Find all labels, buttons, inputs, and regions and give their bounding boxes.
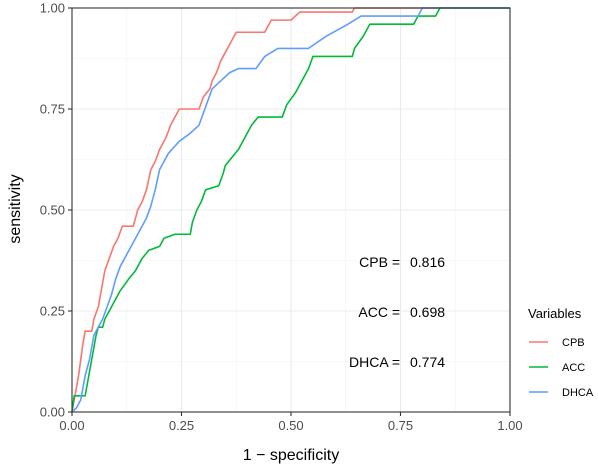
y-axis-ticks: 0.00 0.25 0.50 0.75 1.00 xyxy=(40,1,72,420)
legend-items: CPB ACC DHCA xyxy=(529,337,594,399)
annotation-cpb-value: 0.816 xyxy=(410,254,445,270)
y-tick-label: 0.25 xyxy=(40,304,65,319)
annotation-dhca-label: DHCA = xyxy=(349,354,400,370)
x-axis-title: 1 − specificity xyxy=(243,447,339,464)
legend-label-cpb: CPB xyxy=(562,337,585,349)
x-tick-label: 1.00 xyxy=(497,418,522,433)
x-tick-label: 0.75 xyxy=(388,418,413,433)
legend: Variables CPB ACC DHCA xyxy=(528,306,594,399)
annotation-acc-value: 0.698 xyxy=(410,304,445,320)
legend-title: Variables xyxy=(528,306,582,321)
y-tick-label: 0.00 xyxy=(40,405,65,420)
y-tick-label: 0.75 xyxy=(40,102,65,117)
x-tick-label: 0.50 xyxy=(278,418,303,433)
annotation-acc-label: ACC = xyxy=(358,304,400,320)
y-tick-label: 0.50 xyxy=(40,203,65,218)
annotation-cpb-label: CPB = xyxy=(359,254,400,270)
y-axis-title: sensitivity xyxy=(7,174,24,243)
series-line-dhca xyxy=(71,7,510,413)
auc-annotations: CPB = 0.816 ACC = 0.698 DHCA = 0.774 xyxy=(349,254,445,370)
series-line-cpb xyxy=(71,7,510,413)
legend-label-dhca: DHCA xyxy=(562,387,594,399)
series-lines xyxy=(71,7,510,413)
x-tick-label: 0.25 xyxy=(169,418,194,433)
x-tick-label: 0.00 xyxy=(59,418,84,433)
annotation-dhca-value: 0.774 xyxy=(410,354,445,370)
legend-label-acc: ACC xyxy=(562,362,585,374)
y-tick-label: 1.00 xyxy=(40,1,65,16)
x-axis-ticks: 0.00 0.25 0.50 0.75 1.00 xyxy=(59,412,523,433)
